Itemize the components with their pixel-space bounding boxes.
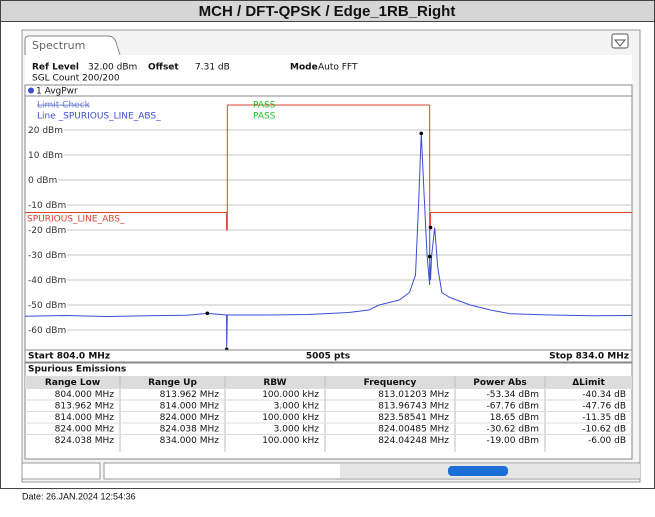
tick-label-bg: [26, 175, 59, 185]
tick-label-bg: [26, 250, 68, 260]
tab[interactable]: [24, 35, 121, 56]
tick-label-bg: [26, 200, 68, 210]
y-tick-label: -60 dBm: [28, 326, 66, 336]
status-box[interactable]: [21, 462, 101, 480]
menu-icon-arrow: [613, 39, 627, 47]
y-tick-label: -50 dBm: [28, 301, 66, 311]
stop-freq: Stop 834.0 MHz: [549, 352, 629, 362]
cell: 813.962 MHz: [160, 390, 220, 400]
marker: [427, 254, 432, 259]
cell: 100.000 kHz: [262, 390, 319, 400]
trace-dot: [28, 87, 34, 94]
cell: -47.76 dB: [582, 402, 626, 412]
limit-check-title: Limit Check: [37, 101, 91, 111]
cell: 100.000 kHz: [262, 413, 319, 423]
cell: 824.038 MHz: [55, 436, 115, 446]
progress-bar: [448, 466, 508, 476]
trace: [24, 133, 633, 350]
y-tick-label: 0 dBm: [28, 176, 57, 186]
trace-label-bar: [24, 84, 633, 97]
cell: 823.58541 MHz: [378, 413, 449, 423]
y-tick-label: 10 dBm: [28, 151, 63, 161]
cell: -11.35 dB: [582, 413, 626, 423]
cell: 18.65 dBm: [490, 413, 539, 423]
cell: 813.962 MHz: [55, 402, 115, 412]
cell: -6.00 dB: [588, 436, 626, 446]
cell: 814.000 MHz: [160, 402, 220, 412]
cell: 824.000 MHz: [55, 425, 115, 435]
cell: 824.00485 MHz: [378, 425, 449, 435]
cell: 3.000 kHz: [274, 425, 320, 435]
tick-label-bg: [26, 300, 68, 310]
y-tick-label: -30 dBm: [28, 251, 66, 261]
footer-bar: [24, 349, 633, 363]
ref-level: 32.00 dBm: [88, 63, 137, 73]
mode-label: Mode: [290, 63, 318, 73]
cell: 824.000 MHz: [160, 413, 220, 423]
column-header: Range Up: [148, 378, 197, 388]
cell: -67.76 dBm: [486, 402, 539, 412]
column-header: ΔLimit: [572, 378, 605, 388]
marker: [428, 225, 433, 230]
table: Range Low Range Up RBW Frequency Power Abs ΔL…: [25, 376, 632, 452]
cell: 814.000 MHz: [55, 413, 115, 423]
y-tick-label: -20 dBm: [28, 226, 66, 236]
offset: 7.31 dB: [195, 63, 230, 73]
cell: 813.96743 MHz: [378, 402, 449, 412]
column-header: Power Abs: [473, 378, 527, 388]
marker: [419, 131, 424, 136]
y-tick-label: 20 dBm: [28, 126, 63, 136]
plot: 20 dBm 10 dBm 0 dBm -10 dBm -20 dBm -30 dBm -4…: [24, 104, 633, 352]
tick-label-bg: [26, 325, 68, 335]
table-title: Spurious Emissions: [28, 365, 126, 375]
header-title: MCH / DFT-QPSK / Edge_1RB_Right: [199, 3, 456, 20]
trace-label: 1 AvgPwr: [36, 87, 78, 97]
column-header: Range Low: [45, 378, 100, 388]
cell: 834.000 MHz: [160, 436, 220, 446]
sgl-count: SGL Count 200/200: [32, 74, 120, 84]
settings-panel: [25, 55, 632, 85]
table-header-bg: [25, 376, 632, 388]
cell: 824.038 MHz: [160, 425, 220, 435]
cell: -10.62 dB: [582, 425, 626, 435]
limit-label-bg: [26, 213, 127, 224]
cell: 804.000 MHz: [55, 390, 115, 400]
tick-label-bg: [26, 125, 64, 135]
menu-icon[interactable]: [611, 33, 629, 49]
limit-label: SPURIOUS_LINE_ABS_: [27, 215, 125, 225]
points: 5005 pts: [306, 352, 350, 362]
column-header: Frequency: [364, 378, 417, 388]
cell: -40.34 dB: [582, 390, 626, 400]
ref-level-label: Ref Level: [32, 63, 79, 73]
tab-label[interactable]: Spectrum: [32, 39, 85, 52]
date: Date: 26.JAN.2024 12:54:36: [22, 491, 136, 501]
limit-line-name: Line _SPURIOUS_LINE_ABS_: [37, 112, 161, 122]
cell: 824.04248 MHz: [378, 436, 449, 446]
start-freq: Start 804.0 MHz: [28, 352, 110, 362]
cell: 100.000 kHz: [262, 436, 319, 446]
offset-label: Offset: [148, 63, 179, 73]
cell: 3.000 kHz: [274, 402, 320, 412]
tick-label-bg: [26, 275, 68, 285]
marker: [205, 311, 210, 316]
y-tick-label: -10 dBm: [28, 201, 66, 211]
cell: -19.00 dBm: [486, 436, 539, 446]
cell: -53.34 dBm: [486, 390, 539, 400]
y-tick-label: -40 dBm: [28, 276, 66, 286]
limit-check-status: PASS: [253, 101, 276, 111]
tick-label-bg: [26, 150, 64, 160]
limit-line-status: PASS: [253, 112, 276, 122]
cell: -30.62 dBm: [486, 425, 539, 435]
tick-label-bg: [26, 225, 68, 235]
cell: 813.01203 MHz: [378, 390, 449, 400]
mode: Auto FFT: [318, 63, 358, 73]
column-header: RBW: [263, 378, 286, 388]
